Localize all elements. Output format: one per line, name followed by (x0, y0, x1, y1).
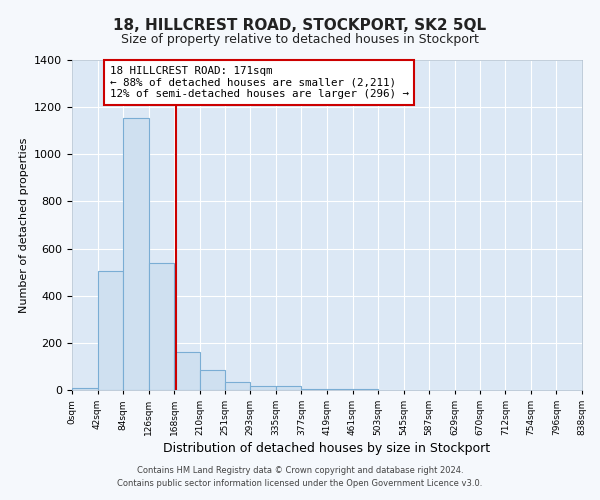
Text: 18, HILLCREST ROAD, STOCKPORT, SK2 5QL: 18, HILLCREST ROAD, STOCKPORT, SK2 5QL (113, 18, 487, 32)
Bar (353, 389, 378, 390)
Bar (98, 271, 123, 390)
Y-axis label: Number of detached properties: Number of detached properties (19, 138, 29, 312)
Bar (276, 386, 301, 390)
X-axis label: Distribution of detached houses by size in Stockport: Distribution of detached houses by size … (163, 442, 491, 456)
Bar (250, 386, 276, 390)
Bar (327, 389, 353, 390)
Bar (225, 382, 250, 390)
Bar (72, 388, 98, 390)
Bar (200, 370, 225, 390)
Text: 18 HILLCREST ROAD: 171sqm
← 88% of detached houses are smaller (2,211)
12% of se: 18 HILLCREST ROAD: 171sqm ← 88% of detac… (110, 66, 409, 99)
Text: Contains HM Land Registry data © Crown copyright and database right 2024.
Contai: Contains HM Land Registry data © Crown c… (118, 466, 482, 487)
Bar (301, 389, 327, 390)
Bar (123, 118, 149, 390)
Text: Size of property relative to detached houses in Stockport: Size of property relative to detached ho… (121, 32, 479, 46)
Bar (174, 352, 200, 390)
Bar (149, 262, 174, 390)
